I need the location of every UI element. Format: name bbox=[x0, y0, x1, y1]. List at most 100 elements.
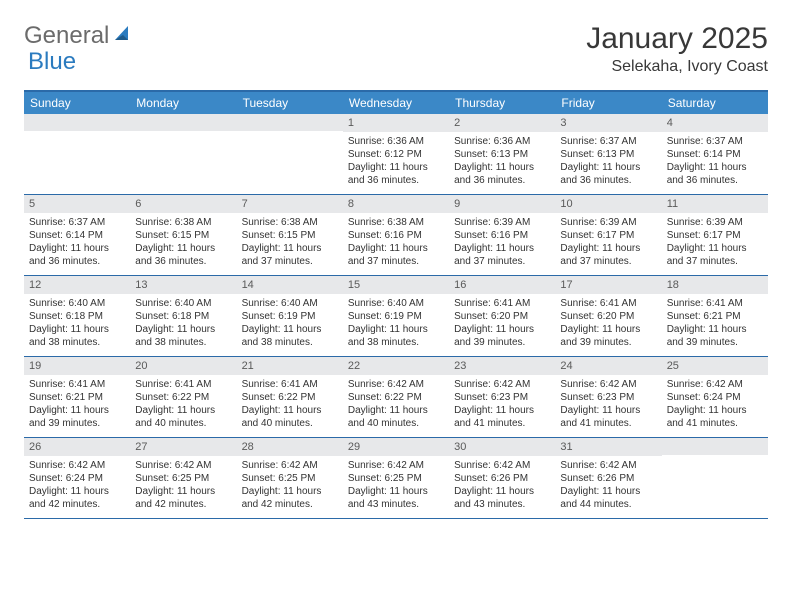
cell-body: Sunrise: 6:39 AMSunset: 6:16 PMDaylight:… bbox=[449, 213, 555, 273]
weeks-container: 1Sunrise: 6:36 AMSunset: 6:12 PMDaylight… bbox=[24, 114, 768, 519]
day-number bbox=[130, 114, 236, 131]
cell-body: Sunrise: 6:40 AMSunset: 6:18 PMDaylight:… bbox=[130, 294, 236, 354]
day-number: 11 bbox=[662, 195, 768, 213]
day-number: 1 bbox=[343, 114, 449, 132]
sunset-text: Sunset: 6:26 PM bbox=[560, 472, 656, 485]
sunset-text: Sunset: 6:24 PM bbox=[667, 391, 763, 404]
daylight-text: Daylight: 11 hours and 36 minutes. bbox=[135, 242, 231, 268]
cell-body: Sunrise: 6:38 AMSunset: 6:16 PMDaylight:… bbox=[343, 213, 449, 273]
sunrise-text: Sunrise: 6:42 AM bbox=[29, 459, 125, 472]
day-number: 5 bbox=[24, 195, 130, 213]
sunset-text: Sunset: 6:14 PM bbox=[667, 148, 763, 161]
calendar-cell: 13Sunrise: 6:40 AMSunset: 6:18 PMDayligh… bbox=[130, 276, 236, 356]
sunset-text: Sunset: 6:16 PM bbox=[348, 229, 444, 242]
sunrise-text: Sunrise: 6:42 AM bbox=[348, 459, 444, 472]
day-number: 18 bbox=[662, 276, 768, 294]
day-number: 16 bbox=[449, 276, 555, 294]
sunset-text: Sunset: 6:26 PM bbox=[454, 472, 550, 485]
cell-body: Sunrise: 6:42 AMSunset: 6:24 PMDaylight:… bbox=[24, 456, 130, 516]
calendar-cell: 26Sunrise: 6:42 AMSunset: 6:24 PMDayligh… bbox=[24, 438, 130, 518]
day-header: Thursday bbox=[449, 92, 555, 114]
sunset-text: Sunset: 6:22 PM bbox=[242, 391, 338, 404]
calendar-cell: 28Sunrise: 6:42 AMSunset: 6:25 PMDayligh… bbox=[237, 438, 343, 518]
sunset-text: Sunset: 6:21 PM bbox=[667, 310, 763, 323]
calendar-cell: 1Sunrise: 6:36 AMSunset: 6:12 PMDaylight… bbox=[343, 114, 449, 194]
week-row: 19Sunrise: 6:41 AMSunset: 6:21 PMDayligh… bbox=[24, 357, 768, 438]
cell-body: Sunrise: 6:42 AMSunset: 6:25 PMDaylight:… bbox=[343, 456, 449, 516]
calendar-cell: 27Sunrise: 6:42 AMSunset: 6:25 PMDayligh… bbox=[130, 438, 236, 518]
sunrise-text: Sunrise: 6:36 AM bbox=[454, 135, 550, 148]
week-row: 1Sunrise: 6:36 AMSunset: 6:12 PMDaylight… bbox=[24, 114, 768, 195]
daylight-text: Daylight: 11 hours and 37 minutes. bbox=[667, 242, 763, 268]
day-number: 20 bbox=[130, 357, 236, 375]
cell-body: Sunrise: 6:37 AMSunset: 6:14 PMDaylight:… bbox=[662, 132, 768, 192]
calendar-cell: 30Sunrise: 6:42 AMSunset: 6:26 PMDayligh… bbox=[449, 438, 555, 518]
day-number: 17 bbox=[555, 276, 661, 294]
day-number: 31 bbox=[555, 438, 661, 456]
sunset-text: Sunset: 6:24 PM bbox=[29, 472, 125, 485]
daylight-text: Daylight: 11 hours and 42 minutes. bbox=[29, 485, 125, 511]
sunrise-text: Sunrise: 6:39 AM bbox=[560, 216, 656, 229]
sunrise-text: Sunrise: 6:42 AM bbox=[454, 378, 550, 391]
cell-body bbox=[237, 131, 343, 191]
day-number bbox=[24, 114, 130, 131]
calendar-cell: 6Sunrise: 6:38 AMSunset: 6:15 PMDaylight… bbox=[130, 195, 236, 275]
daylight-text: Daylight: 11 hours and 38 minutes. bbox=[242, 323, 338, 349]
day-number: 29 bbox=[343, 438, 449, 456]
sunset-text: Sunset: 6:21 PM bbox=[29, 391, 125, 404]
cell-body: Sunrise: 6:39 AMSunset: 6:17 PMDaylight:… bbox=[662, 213, 768, 273]
daylight-text: Daylight: 11 hours and 39 minutes. bbox=[29, 404, 125, 430]
cell-body: Sunrise: 6:42 AMSunset: 6:23 PMDaylight:… bbox=[449, 375, 555, 435]
sunrise-text: Sunrise: 6:40 AM bbox=[135, 297, 231, 310]
day-header: Wednesday bbox=[343, 92, 449, 114]
day-number: 28 bbox=[237, 438, 343, 456]
daylight-text: Daylight: 11 hours and 40 minutes. bbox=[242, 404, 338, 430]
calendar-cell: 23Sunrise: 6:42 AMSunset: 6:23 PMDayligh… bbox=[449, 357, 555, 437]
day-number: 12 bbox=[24, 276, 130, 294]
day-number: 15 bbox=[343, 276, 449, 294]
cell-body: Sunrise: 6:37 AMSunset: 6:13 PMDaylight:… bbox=[555, 132, 661, 192]
title-block: January 2025 Selekaha, Ivory Coast bbox=[586, 22, 768, 76]
page-header: General January 2025 Selekaha, Ivory Coa… bbox=[24, 22, 768, 76]
day-number: 2 bbox=[449, 114, 555, 132]
cell-body bbox=[662, 455, 768, 515]
daylight-text: Daylight: 11 hours and 38 minutes. bbox=[29, 323, 125, 349]
cell-body: Sunrise: 6:41 AMSunset: 6:22 PMDaylight:… bbox=[237, 375, 343, 435]
daylight-text: Daylight: 11 hours and 41 minutes. bbox=[667, 404, 763, 430]
sunset-text: Sunset: 6:17 PM bbox=[667, 229, 763, 242]
sunrise-text: Sunrise: 6:41 AM bbox=[29, 378, 125, 391]
week-row: 26Sunrise: 6:42 AMSunset: 6:24 PMDayligh… bbox=[24, 438, 768, 519]
sunrise-text: Sunrise: 6:37 AM bbox=[29, 216, 125, 229]
cell-body: Sunrise: 6:40 AMSunset: 6:18 PMDaylight:… bbox=[24, 294, 130, 354]
cell-body: Sunrise: 6:41 AMSunset: 6:20 PMDaylight:… bbox=[555, 294, 661, 354]
cell-body: Sunrise: 6:42 AMSunset: 6:26 PMDaylight:… bbox=[555, 456, 661, 516]
calendar-cell: 10Sunrise: 6:39 AMSunset: 6:17 PMDayligh… bbox=[555, 195, 661, 275]
sunrise-text: Sunrise: 6:41 AM bbox=[135, 378, 231, 391]
sunrise-text: Sunrise: 6:41 AM bbox=[242, 378, 338, 391]
calendar-cell bbox=[130, 114, 236, 194]
calendar-grid: SundayMondayTuesdayWednesdayThursdayFrid… bbox=[24, 90, 768, 519]
sunset-text: Sunset: 6:23 PM bbox=[560, 391, 656, 404]
calendar-cell: 14Sunrise: 6:40 AMSunset: 6:19 PMDayligh… bbox=[237, 276, 343, 356]
sunrise-text: Sunrise: 6:41 AM bbox=[560, 297, 656, 310]
calendar-cell: 5Sunrise: 6:37 AMSunset: 6:14 PMDaylight… bbox=[24, 195, 130, 275]
day-number: 25 bbox=[662, 357, 768, 375]
sunrise-text: Sunrise: 6:42 AM bbox=[242, 459, 338, 472]
daylight-text: Daylight: 11 hours and 36 minutes. bbox=[454, 161, 550, 187]
sunset-text: Sunset: 6:17 PM bbox=[560, 229, 656, 242]
calendar-cell: 31Sunrise: 6:42 AMSunset: 6:26 PMDayligh… bbox=[555, 438, 661, 518]
sunset-text: Sunset: 6:25 PM bbox=[135, 472, 231, 485]
sunset-text: Sunset: 6:20 PM bbox=[560, 310, 656, 323]
calendar-cell: 11Sunrise: 6:39 AMSunset: 6:17 PMDayligh… bbox=[662, 195, 768, 275]
week-row: 12Sunrise: 6:40 AMSunset: 6:18 PMDayligh… bbox=[24, 276, 768, 357]
calendar-cell: 7Sunrise: 6:38 AMSunset: 6:15 PMDaylight… bbox=[237, 195, 343, 275]
sunset-text: Sunset: 6:20 PM bbox=[454, 310, 550, 323]
cell-body: Sunrise: 6:42 AMSunset: 6:24 PMDaylight:… bbox=[662, 375, 768, 435]
sunrise-text: Sunrise: 6:42 AM bbox=[135, 459, 231, 472]
daylight-text: Daylight: 11 hours and 39 minutes. bbox=[560, 323, 656, 349]
day-number: 24 bbox=[555, 357, 661, 375]
sunset-text: Sunset: 6:18 PM bbox=[29, 310, 125, 323]
daylight-text: Daylight: 11 hours and 39 minutes. bbox=[454, 323, 550, 349]
daylight-text: Daylight: 11 hours and 44 minutes. bbox=[560, 485, 656, 511]
day-header-row: SundayMondayTuesdayWednesdayThursdayFrid… bbox=[24, 92, 768, 114]
